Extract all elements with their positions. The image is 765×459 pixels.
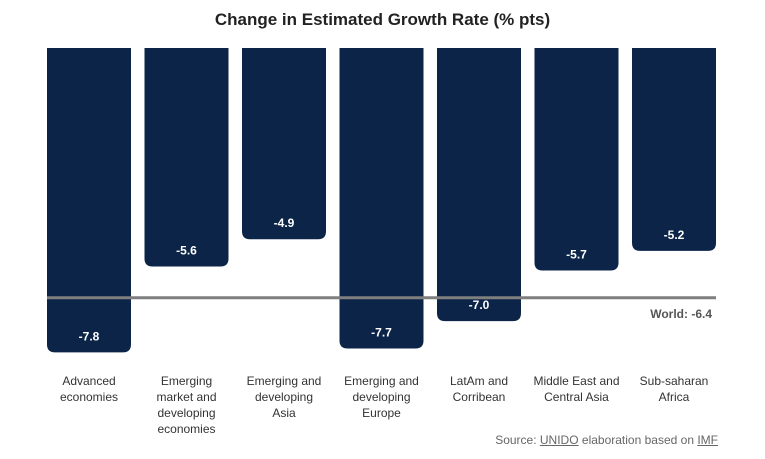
bar-value-label-6: -5.2 (664, 228, 685, 242)
bar-value-label-1: -5.6 (176, 244, 197, 258)
source-link-imf[interactable]: IMF (697, 433, 718, 447)
category-label-3-1: developing (352, 390, 410, 404)
category-label-1-3: economies (157, 422, 215, 436)
bar-value-label-5: -5.7 (566, 247, 587, 261)
category-label-1-1: market and (156, 390, 216, 404)
source-link-unido[interactable]: UNIDO (539, 433, 579, 447)
category-label-5-0: Middle East and (533, 374, 619, 388)
category-label-1-2: developing (157, 406, 215, 420)
bar-2 (242, 48, 326, 240)
category-label-6-1: Africa (659, 390, 690, 404)
source-middle: elaboration based on (578, 433, 698, 447)
world-reference-label: World: -6.4 (650, 307, 712, 321)
bar-value-label-0: -7.8 (79, 329, 100, 343)
category-label-2-2: Asia (272, 406, 296, 420)
bar-value-label-3: -7.7 (371, 325, 392, 339)
bar-1 (144, 48, 229, 267)
category-label-3-0: Emerging and (344, 374, 419, 388)
category-label-2-0: Emerging and (247, 374, 322, 388)
category-label-1-0: Emerging (161, 374, 212, 388)
chart-title: Change in Estimated Growth Rate (% pts) (214, 10, 551, 29)
bar-value-label-4: -7.0 (469, 298, 490, 312)
category-label-6-0: Sub-saharan (640, 374, 709, 388)
category-label-4-1: Corribean (453, 390, 506, 404)
category-label-3-2: Europe (362, 406, 401, 420)
bar-6 (632, 48, 716, 251)
bar-5 (534, 48, 619, 271)
category-label-0-1: economies (60, 390, 118, 404)
category-label-5-1: Central Asia (544, 390, 609, 404)
category-label-0-0: Advanced (62, 374, 115, 388)
source-prefix: Source: (495, 433, 540, 447)
source-note: Source: UNIDO elaboration based on IMF (495, 433, 718, 447)
bar-3 (339, 48, 424, 349)
bar-4 (437, 48, 521, 322)
category-label-2-1: developing (255, 390, 313, 404)
bar-value-label-2: -4.9 (274, 216, 295, 230)
category-label-4-0: LatAm and (450, 374, 508, 388)
bar-0 (47, 48, 131, 353)
